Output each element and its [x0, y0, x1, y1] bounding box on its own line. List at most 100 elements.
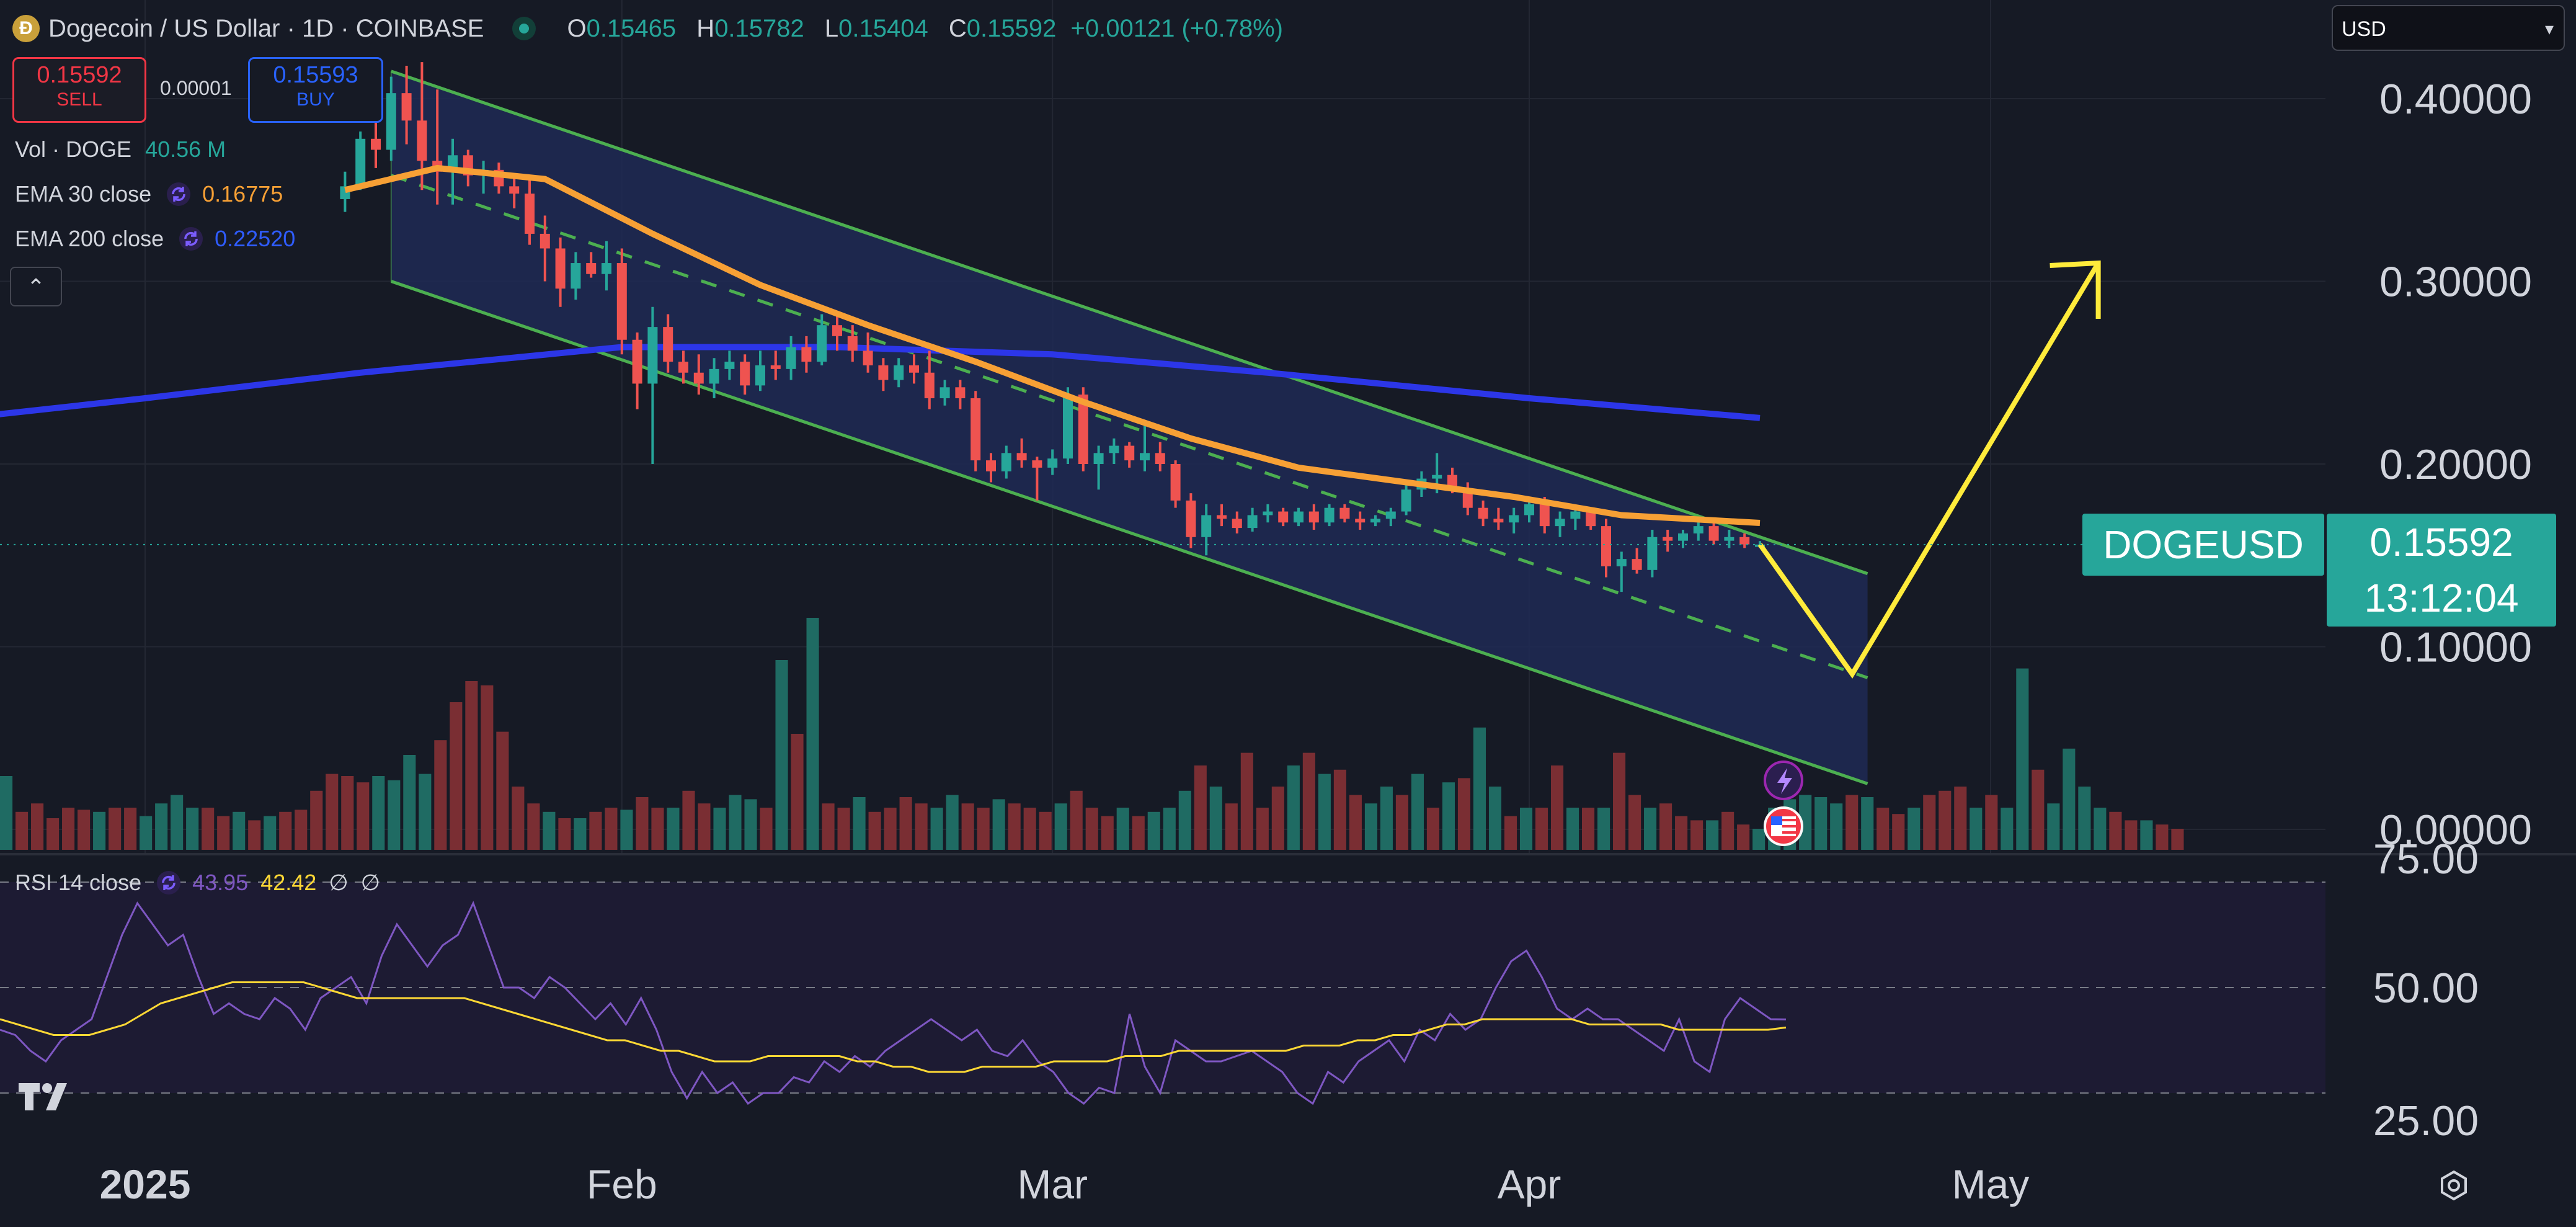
channel-upper-line: [390, 69, 1868, 576]
legend-rsi-ma-value: 42.42: [260, 870, 317, 895]
volume-bar: [946, 795, 959, 850]
volume-bar: [1411, 774, 1424, 850]
volume-bar: [806, 618, 819, 850]
volume-bar: [512, 787, 525, 850]
volume-bar: [1954, 787, 1967, 850]
gear-icon[interactable]: [2438, 1170, 2469, 1201]
volume-bar: [0, 776, 13, 850]
legend-ema200[interactable]: EMA 200 close 0.22520: [15, 226, 295, 252]
volume-bar: [930, 808, 943, 850]
volume-bar: [419, 774, 432, 850]
candles: [340, 62, 1765, 592]
volume-bar: [1116, 808, 1129, 850]
buy-button[interactable]: 0.15593 BUY: [248, 57, 383, 123]
candle-body: [1324, 507, 1335, 523]
high-value: 0.15782: [714, 14, 804, 42]
volume-bar: [2001, 808, 2014, 850]
currency-select[interactable]: USD ▾: [2332, 5, 2565, 51]
volume-bar: [1985, 795, 1998, 850]
candle-body: [1001, 453, 1011, 471]
null-value-b: ∅: [360, 870, 381, 895]
candle-body: [525, 194, 535, 234]
volume-bar: [31, 803, 44, 850]
volume-bar: [310, 790, 323, 850]
symbol-header: Ð Dogecoin / US Dollar · 1D · COINBASE O…: [12, 9, 1297, 48]
candle-body: [1232, 519, 1242, 529]
volume-bar: [1876, 808, 1890, 850]
volume-bar: [1504, 816, 1517, 850]
volume-bar: [1349, 795, 1362, 850]
sell-button[interactable]: 0.15592 SELL: [12, 57, 146, 123]
price-tick-label: 0.00000: [2379, 806, 2532, 854]
candle-body: [1032, 460, 1042, 468]
volume-bar: [1535, 808, 1548, 850]
volume-bar: [1628, 795, 1641, 850]
candle-body: [1739, 537, 1750, 545]
volume-bar: [2156, 824, 2169, 850]
volume-bar: [744, 799, 757, 850]
candle-body: [371, 138, 381, 150]
volume-bar: [2094, 808, 2107, 850]
symbol-title[interactable]: Dogecoin / US Dollar · 1D · COINBASE: [48, 14, 484, 42]
volume-bar: [1380, 787, 1393, 850]
volume-bar: [1597, 808, 1610, 850]
time-tick-label: May: [1952, 1161, 2030, 1207]
volume-bar: [1908, 808, 1921, 850]
legend-volume[interactable]: Vol · DOGE 40.56 M: [15, 136, 226, 163]
volume-bar: [605, 808, 618, 850]
candle-body: [586, 263, 597, 274]
volume-bar: [1613, 752, 1626, 850]
candle-body: [540, 233, 550, 249]
sell-price: 0.15592: [37, 62, 122, 88]
candle-body: [602, 263, 611, 274]
currency-value: USD: [2342, 17, 2386, 41]
volume-bar: [1814, 797, 1828, 850]
legend-rsi-label: RSI 14 close: [15, 870, 142, 895]
candle-body: [817, 325, 827, 362]
volume-bar: [1333, 769, 1346, 850]
candle-body: [709, 368, 719, 384]
volume-bar: [1101, 816, 1114, 850]
collapse-legend-button[interactable]: ⌃: [10, 267, 62, 306]
ohlc-values: O0.15465 H0.15782 L0.15404 C0.15592 +0.0…: [567, 14, 1283, 42]
legend-volume-label: Vol · DOGE: [15, 136, 132, 162]
legend-rsi[interactable]: RSI 14 close 43.95 42.42 ∅ ∅: [15, 870, 380, 896]
volume-bar: [853, 797, 866, 850]
candle-body: [1586, 511, 1596, 527]
sync-icon: [167, 182, 191, 206]
candle-body: [401, 93, 412, 121]
spread-value: 0.00001: [160, 77, 232, 99]
volume-bar: [1085, 808, 1098, 850]
volume-bar: [155, 803, 168, 850]
volume-bar: [1039, 811, 1052, 850]
volume-bar: [992, 799, 1005, 850]
volume-bar: [171, 795, 184, 850]
volume-bar: [1659, 803, 1672, 850]
volume-bar: [2125, 820, 2138, 850]
candle-body: [1663, 537, 1673, 541]
volume-bar: [868, 811, 881, 850]
candle-body: [1462, 489, 1473, 508]
candle-body: [770, 365, 781, 369]
tradingview-logo[interactable]: [19, 1081, 74, 1113]
volume-bar: [791, 734, 804, 850]
candle-body: [1186, 500, 1196, 537]
market-status-icon[interactable]: [512, 17, 536, 40]
volume-bar: [915, 803, 928, 850]
volume-bar: [1970, 808, 1983, 850]
candle-body: [1708, 526, 1719, 541]
volume-bar: [1457, 778, 1471, 850]
candle-body: [1678, 533, 1688, 541]
projection-arrowhead: [2050, 260, 2101, 319]
volume-bar: [527, 803, 540, 850]
volume-bar: [1178, 790, 1191, 850]
candle-body: [1355, 519, 1366, 523]
candle-body: [1124, 445, 1135, 461]
volume-bar: [1737, 824, 1750, 850]
volume-bar: [884, 808, 897, 850]
legend-ema30[interactable]: EMA 30 close 0.16775: [15, 181, 283, 207]
volume-bar: [1675, 816, 1688, 850]
volume-bar: [496, 731, 509, 850]
volume-bar: [1225, 803, 1238, 850]
